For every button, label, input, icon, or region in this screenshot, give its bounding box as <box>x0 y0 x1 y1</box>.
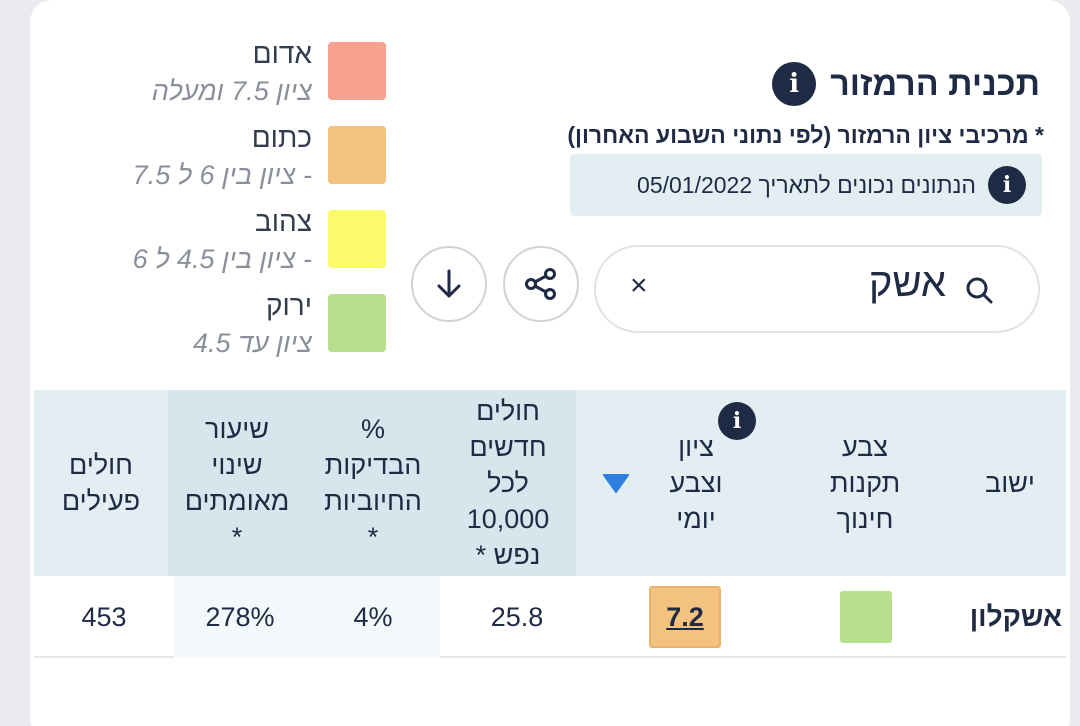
cell-new-cases: 25.8 <box>490 601 544 632</box>
legend-item-yellow: צהוב ציון בין 4.5 ל 6 - <box>30 206 386 286</box>
legend-swatch-red <box>328 42 386 100</box>
legend-desc: ציון בין 4.5 ל 6 - <box>132 244 312 274</box>
cell-change-rate: 278% <box>174 576 306 658</box>
daily-score-badge[interactable]: 7.2 <box>649 586 721 648</box>
sort-down-icon[interactable] <box>602 472 630 494</box>
col-header-active[interactable]: חולים פעילים <box>61 450 141 516</box>
col-header-change-rate[interactable]: שיעור שינוי מאומתים * <box>168 390 306 576</box>
cell-edu-color <box>776 576 956 658</box>
clear-icon[interactable]: × <box>630 269 648 302</box>
page-title: תכנית הרמזור <box>830 64 1040 103</box>
title-row: תכנית הרמזור i <box>772 62 1040 106</box>
col-header-city[interactable]: ישוב <box>985 468 1035 498</box>
info-icon[interactable]: i <box>988 166 1026 204</box>
cell-positive-pct: 4% <box>306 576 440 658</box>
legend-item-orange: כתום ציון בין 6 ל 7.5 - <box>30 122 386 202</box>
table-row[interactable]: אשקלון 7.2 25.8 4% 278% 453 <box>34 576 1066 658</box>
legend-name: כתום <box>251 122 312 153</box>
cell-daily-score: 7.2 <box>594 576 776 658</box>
edu-color-swatch <box>840 591 892 643</box>
col-header-edu-color[interactable]: צבע תקנות חינוך <box>829 432 901 534</box>
search-icon <box>966 277 993 304</box>
date-note-box: i הנתונים נכונים לתאריך 05/01/2022 <box>570 154 1042 216</box>
legend-name: צהוב <box>254 206 312 237</box>
legend-swatch-green <box>328 294 386 352</box>
legend-item-green: ירוק ציון עד 4.5 <box>30 290 386 370</box>
legend-item-red: אדום ציון 7.5 ומעלה <box>30 38 386 118</box>
subtitle: * מרכיבי ציון הרמזור (לפי נתוני השבוע הא… <box>567 122 1044 148</box>
legend-swatch-yellow <box>328 210 386 268</box>
legend-name: אדום <box>252 38 312 69</box>
search-field[interactable]: אשק × <box>594 245 1040 333</box>
col-header-new-cases[interactable]: חולים חדשים לכל 10,000 * נפש <box>440 390 576 576</box>
arrow-down-icon <box>437 269 461 298</box>
legend-desc: ציון 7.5 ומעלה <box>151 76 312 106</box>
table-header: ישוב צבע תקנות חינוך ציון וצבע יומי i חו… <box>34 390 1066 576</box>
col-header-daily-score[interactable]: ציון וצבע יומי i <box>576 390 776 576</box>
legend-desc: ציון בין 6 ל 7.5 - <box>132 160 312 190</box>
date-note: הנתונים נכונים לתאריך 05/01/2022 <box>637 171 976 198</box>
info-icon[interactable]: i <box>718 402 756 440</box>
cell-active: 453 <box>81 601 127 632</box>
search-input[interactable]: אשק <box>868 261 946 305</box>
legend-name: ירוק <box>265 290 312 321</box>
share-icon <box>525 268 556 300</box>
col-header-positive-pct[interactable]: % הבדיקות החיוביות * <box>306 390 440 576</box>
share-button[interactable] <box>503 246 579 322</box>
legend-swatch-orange <box>328 126 386 184</box>
info-icon[interactable]: i <box>772 62 817 106</box>
legend-desc: ציון עד 4.5 <box>193 328 312 358</box>
traffic-light-card: אדום ציון 7.5 ומעלה כתום ציון בין 6 ל 7.… <box>30 0 1070 726</box>
cell-city: אשקלון <box>969 601 1062 632</box>
download-button[interactable] <box>411 246 487 322</box>
cities-table: ישוב צבע תקנות חינוך ציון וצבע יומי i חו… <box>34 390 1066 658</box>
